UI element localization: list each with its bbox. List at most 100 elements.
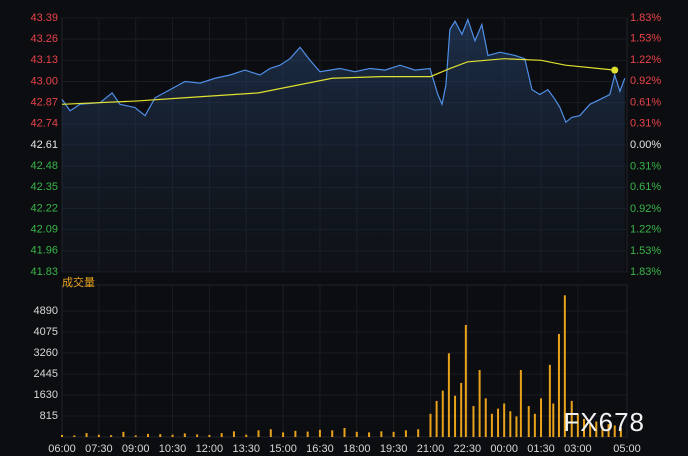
volume-bar <box>122 431 125 437</box>
volume-bar <box>269 429 272 437</box>
volume-bar <box>589 424 592 437</box>
x-tick-label: 19:30 <box>380 443 408 455</box>
x-tick-label: 00:00 <box>490 443 518 455</box>
y2-tick-label: 0.61% <box>630 97 661 109</box>
volume-bar <box>497 408 500 437</box>
volume-bar <box>220 433 223 437</box>
volume-bar <box>196 434 199 437</box>
volume-bar <box>527 406 530 437</box>
y-tick-label: 1630 <box>34 389 58 401</box>
y-tick-label: 42.48 <box>30 160 58 172</box>
y2-tick-label: 0.31% <box>630 117 661 129</box>
volume-bar <box>245 434 248 437</box>
volume-bar <box>478 370 481 437</box>
x-tick-label: 10:30 <box>159 443 187 455</box>
y-tick-label: 4075 <box>34 326 58 338</box>
y2-tick-label: 1.83% <box>630 12 661 24</box>
volume-bar <box>294 430 297 437</box>
volume-bar <box>306 431 309 437</box>
y-tick-label: 41.83 <box>30 266 58 278</box>
volume-bar <box>509 411 512 437</box>
x-tick-label: 12:00 <box>196 443 224 455</box>
volume-bar <box>417 429 420 437</box>
volume-bar <box>576 413 579 437</box>
volume-bar <box>110 435 113 437</box>
y-tick-label: 43.26 <box>30 33 58 45</box>
x-tick-label: 01:30 <box>527 443 555 455</box>
y-tick-label: 2445 <box>34 368 58 380</box>
y2-tick-label: 1.83% <box>630 266 661 278</box>
volume-bar <box>607 424 610 437</box>
x-tick-label: 06:00 <box>48 443 76 455</box>
y-tick-label: 3260 <box>34 347 58 359</box>
y-tick-label: 42.74 <box>30 118 58 130</box>
x-tick-label: 09:00 <box>122 443 150 455</box>
y-tick-label: 815 <box>40 410 58 422</box>
volume-bar <box>454 395 457 437</box>
volume-bar <box>343 427 346 437</box>
y2-tick-label: 1.22% <box>630 54 661 66</box>
volume-bar <box>232 431 235 437</box>
volume-bar <box>282 432 285 437</box>
watermark: FX678 <box>563 407 645 437</box>
volume-bar <box>368 432 371 437</box>
volume-bar <box>563 295 566 437</box>
volume-bar <box>503 403 506 437</box>
y-tick-label: 42.61 <box>30 139 58 151</box>
y-tick-label: 41.96 <box>30 245 58 257</box>
volume-bar <box>570 400 573 437</box>
y-tick-label: 42.35 <box>30 181 58 193</box>
volume-bar <box>583 418 586 437</box>
y-tick-label: 4890 <box>34 305 58 317</box>
series-line <box>61 58 615 105</box>
volume-bar <box>392 431 395 437</box>
x-tick-label: 18:00 <box>343 443 371 455</box>
x-tick-label: 16:30 <box>306 443 334 455</box>
x-tick-label: 03:00 <box>564 443 592 455</box>
y2-tick-label: 1.53% <box>630 245 661 257</box>
y2-tick-label: 0.00% <box>630 139 661 151</box>
y2-tick-label: 0.61% <box>630 181 661 193</box>
volume-bar <box>318 429 321 437</box>
volume-bar <box>548 364 551 437</box>
y2-tick-label: 0.92% <box>630 203 661 215</box>
volume-bar <box>619 427 622 437</box>
volume-bar <box>257 430 260 437</box>
volume-bar <box>472 406 475 437</box>
volume-bar <box>613 425 616 437</box>
y2-tick-label: 1.22% <box>630 224 661 236</box>
volume-bar <box>208 434 211 437</box>
volume-bar <box>490 413 493 437</box>
volume-bar <box>171 434 174 437</box>
volume-bar <box>533 413 536 437</box>
volume-bar <box>460 382 463 437</box>
volume-bar <box>380 431 383 437</box>
y-tick-label: 42.09 <box>30 224 58 236</box>
y2-tick-label: 0.31% <box>630 160 661 172</box>
y-tick-label: 43.39 <box>30 12 58 24</box>
volume-bar <box>519 370 522 437</box>
x-tick-label: 15:00 <box>269 443 297 455</box>
volume-bar <box>159 434 162 437</box>
volume-bar <box>447 353 450 437</box>
x-tick-label: 21:00 <box>417 443 445 455</box>
volume-bar <box>557 333 560 437</box>
volume-bar <box>552 403 555 437</box>
volume-bar <box>601 426 604 437</box>
end-dot <box>611 66 619 74</box>
volume-bar <box>435 400 438 437</box>
volume-bar <box>146 433 149 437</box>
volume-bar <box>355 431 358 437</box>
x-tick-label: 13:30 <box>232 443 260 455</box>
volume-bar <box>441 390 444 437</box>
y-tick-label: 42.87 <box>30 97 58 109</box>
y-tick-label: 43.13 <box>30 54 58 66</box>
x-tick-label: 22:30 <box>454 443 482 455</box>
volume-bar <box>331 430 334 437</box>
volume-bar <box>97 434 100 437</box>
volume-bar <box>484 398 487 437</box>
volume-bar <box>61 434 63 437</box>
x-tick-label: 07:30 <box>85 443 113 455</box>
volume-bar <box>540 398 543 437</box>
